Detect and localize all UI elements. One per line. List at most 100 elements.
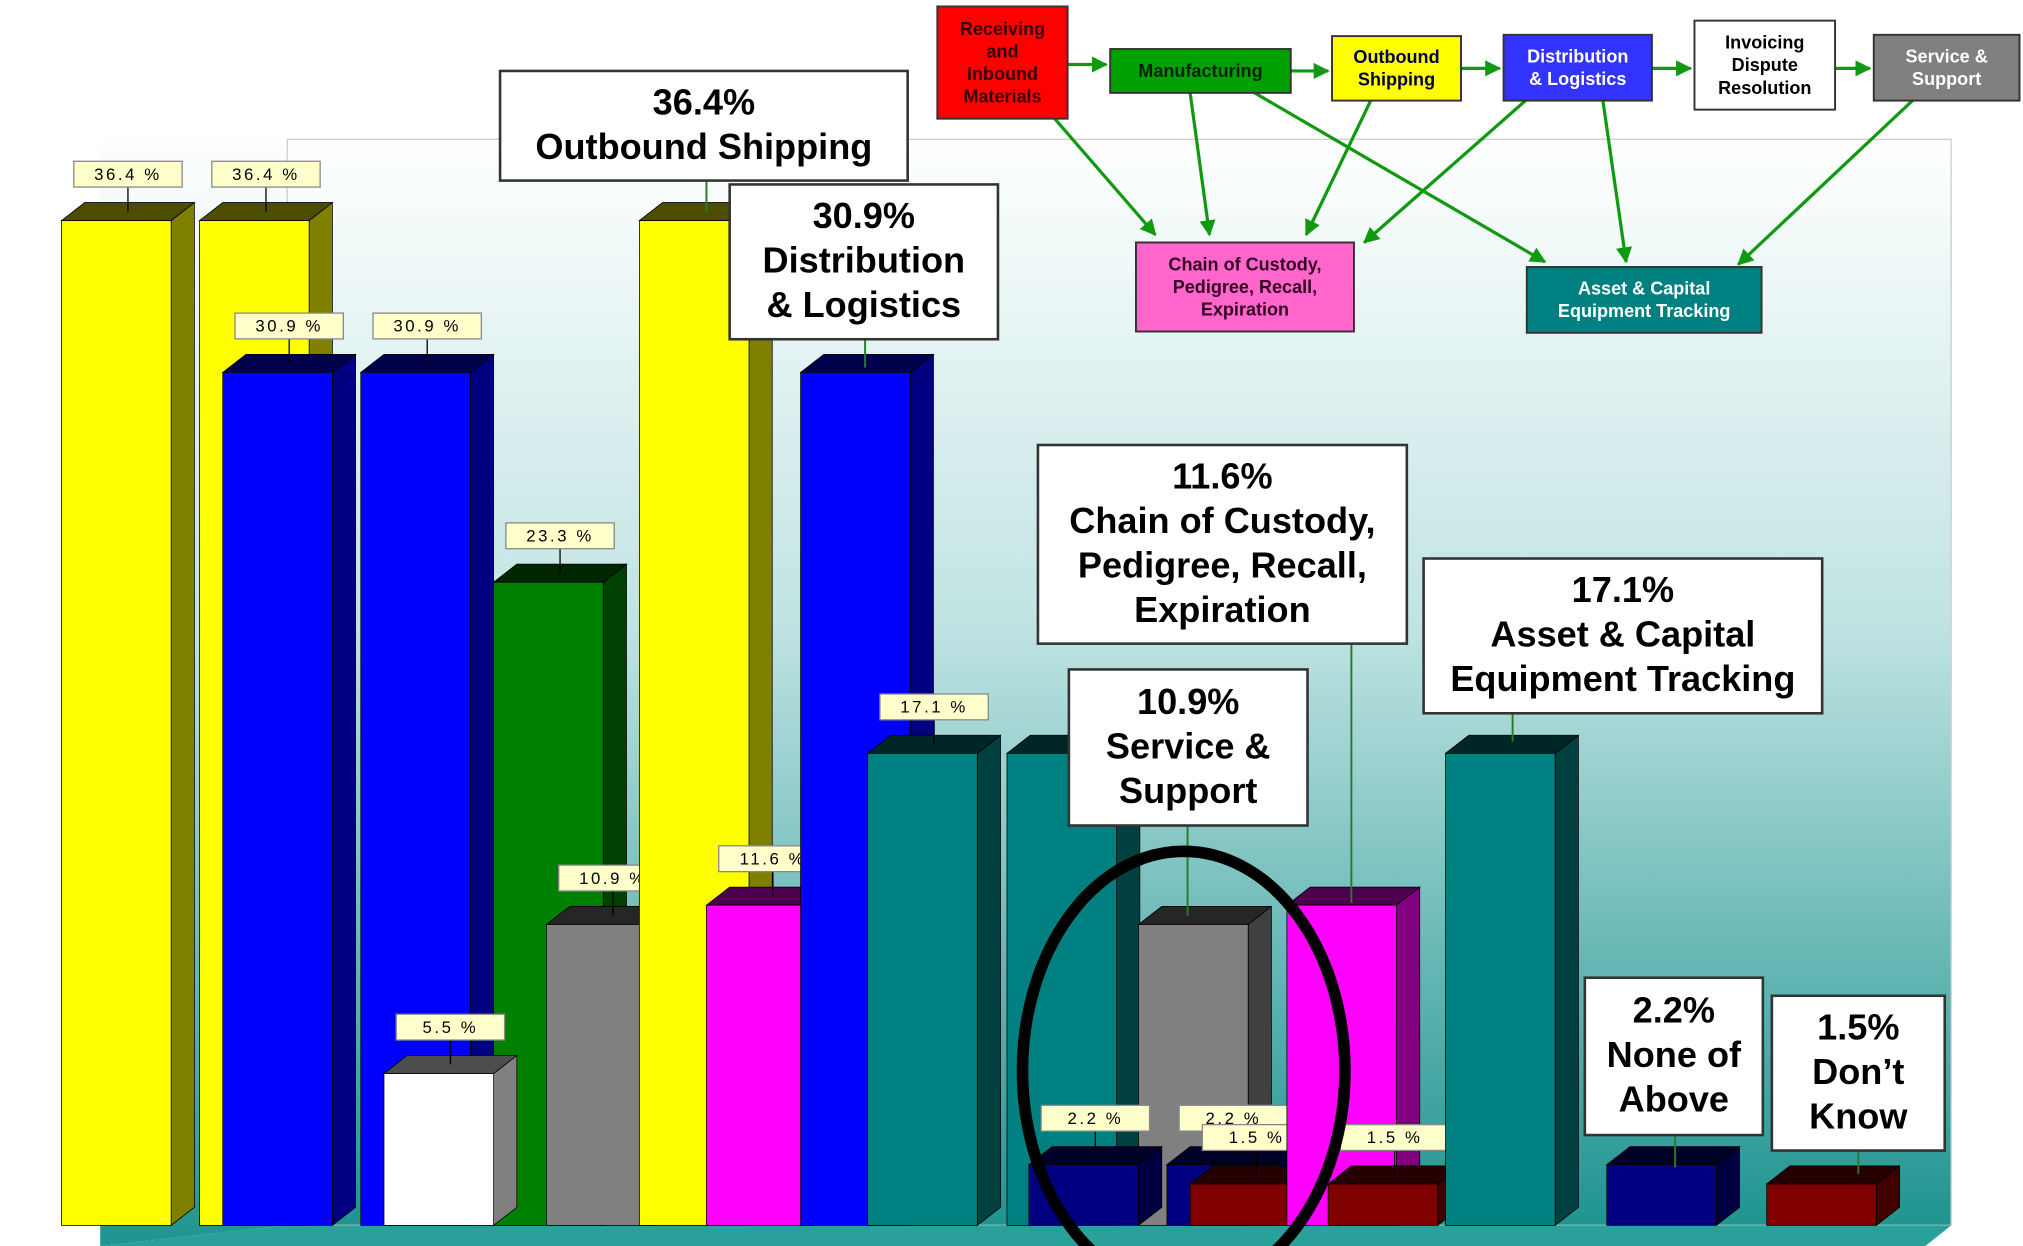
callout-text: 17.1% bbox=[1572, 569, 1674, 610]
flow-node bbox=[1135, 241, 1355, 333]
value-label-box bbox=[505, 522, 615, 550]
flow-arrow bbox=[1188, 92, 1216, 237]
bar bbox=[61, 220, 172, 1226]
callout-box bbox=[1036, 443, 1409, 645]
value-label: 30.9 % bbox=[255, 317, 323, 336]
value-label: 11.6 % bbox=[740, 849, 806, 868]
value-label: 36.4 % bbox=[232, 165, 300, 184]
value-label: 5.5 % bbox=[423, 1018, 479, 1037]
flow-node-label: Expiration bbox=[1201, 300, 1289, 320]
flow-node-label: Service & bbox=[1906, 46, 1988, 66]
bar bbox=[1766, 1183, 1877, 1226]
flow-arrow bbox=[1053, 117, 1157, 236]
flow-node-label: Asset & Capital bbox=[1578, 279, 1710, 299]
floor bbox=[100, 1225, 1952, 1246]
callout-text: Don’t bbox=[1812, 1051, 1904, 1092]
value-label-box bbox=[1040, 1104, 1151, 1132]
bar bbox=[706, 904, 817, 1226]
bar-side bbox=[332, 353, 356, 1227]
callout-text: 2.2% bbox=[1633, 990, 1715, 1031]
callout-text: Equipment Tracking bbox=[1450, 658, 1795, 699]
flow-node bbox=[1331, 35, 1462, 102]
callout-text: Know bbox=[1809, 1095, 1908, 1136]
flow-node-label: Materials bbox=[963, 86, 1041, 106]
bar bbox=[867, 752, 978, 1226]
flow-node-label: Resolution bbox=[1718, 78, 1811, 98]
value-label-box bbox=[73, 160, 183, 188]
flow-node bbox=[936, 5, 1069, 120]
callout-text: Support bbox=[1119, 770, 1257, 811]
callout-text: Expiration bbox=[1134, 589, 1311, 630]
bars: 36.4 % 36.4 % 23.3 % 30.9 % 30.9 % 5.5 % 10.9 … bbox=[60, 160, 1901, 1227]
flow-node bbox=[1693, 19, 1837, 111]
callout-box bbox=[1583, 976, 1765, 1137]
callout-text: Distribution bbox=[763, 240, 966, 281]
callout-text: Service & bbox=[1106, 725, 1271, 766]
flow-node bbox=[1872, 33, 2021, 102]
flow-node-label: Dispute bbox=[1732, 55, 1798, 75]
bar bbox=[1606, 1164, 1717, 1226]
value-label: 30.9 % bbox=[393, 317, 461, 336]
callout-box bbox=[1067, 668, 1309, 827]
flow-node bbox=[1109, 48, 1292, 94]
bar bbox=[383, 1073, 495, 1226]
bar-side bbox=[976, 734, 1001, 1227]
callout-text: 1.5% bbox=[1817, 1006, 1899, 1047]
callout-text: & Logistics bbox=[766, 284, 961, 325]
flow-node-label: and bbox=[986, 41, 1018, 61]
flow-arrow bbox=[1304, 99, 1373, 237]
flow-arrow bbox=[1601, 100, 1633, 264]
callout-box bbox=[498, 69, 909, 182]
value-label: 10.9 % bbox=[579, 869, 647, 888]
flow-node-label: Receiving bbox=[960, 19, 1045, 39]
bar bbox=[546, 924, 657, 1226]
flow-node-label: & Logistics bbox=[1529, 69, 1626, 89]
callout-text: Chain of Custody, bbox=[1069, 500, 1375, 541]
value-label-box bbox=[234, 312, 344, 340]
bar bbox=[222, 372, 333, 1226]
value-label: 2.2 % bbox=[1205, 1109, 1261, 1128]
value-label: 36.4 % bbox=[94, 165, 162, 184]
bar bbox=[1445, 752, 1556, 1226]
value-label: 23.3 % bbox=[526, 526, 594, 545]
flow-node-label: Support bbox=[1912, 69, 1981, 89]
flow-node-label: Equipment Tracking bbox=[1558, 301, 1730, 321]
callout-text: 30.9% bbox=[813, 195, 915, 236]
value-label: 2.2 % bbox=[1067, 1109, 1123, 1128]
value-label-box bbox=[372, 312, 483, 340]
bar-side bbox=[1554, 734, 1579, 1227]
callout-text: Pedigree, Recall, bbox=[1078, 544, 1367, 585]
callout-box bbox=[728, 183, 1000, 341]
bar-side bbox=[493, 1054, 518, 1227]
callout-text: 36.4% bbox=[653, 81, 755, 122]
callout-text: 10.9% bbox=[1137, 681, 1239, 722]
value-label-box bbox=[879, 693, 989, 721]
callout-text: None of bbox=[1607, 1034, 1742, 1075]
value-label-box bbox=[211, 160, 321, 188]
bar-top bbox=[1285, 886, 1421, 906]
bar-side bbox=[170, 201, 195, 1227]
flow-node-label: Outbound bbox=[1353, 47, 1439, 67]
flow-node-label: Distribution bbox=[1527, 46, 1628, 66]
value-label: 1.5 % bbox=[1367, 1128, 1423, 1147]
callout-text: Above bbox=[1619, 1079, 1729, 1120]
callout-text: Asset & Capital bbox=[1490, 614, 1755, 655]
value-label: 1.5 % bbox=[1229, 1128, 1285, 1147]
flow-node-label: Pedigree, Recall, bbox=[1173, 277, 1317, 297]
flow-node bbox=[1502, 33, 1653, 102]
callouts: 36.4%Outbound Shipping30.9%Distribution&… bbox=[498, 69, 1946, 1174]
flow-node-label: Shipping bbox=[1358, 70, 1435, 90]
flow-node bbox=[1525, 266, 1763, 334]
callout-text: 11.6% bbox=[1172, 455, 1272, 496]
flow-node-label: Chain of Custody, bbox=[1168, 254, 1321, 274]
callout-text: Outbound Shipping bbox=[535, 126, 872, 167]
flow-node-label: Manufacturing bbox=[1138, 61, 1262, 81]
flow-node-label: Invoicing bbox=[1725, 33, 1804, 53]
bar-top bbox=[1765, 1165, 1901, 1185]
bar-top bbox=[1605, 1146, 1741, 1166]
flow-arrow bbox=[1253, 91, 1547, 264]
bar-top bbox=[799, 353, 935, 373]
bar bbox=[1327, 1183, 1439, 1226]
